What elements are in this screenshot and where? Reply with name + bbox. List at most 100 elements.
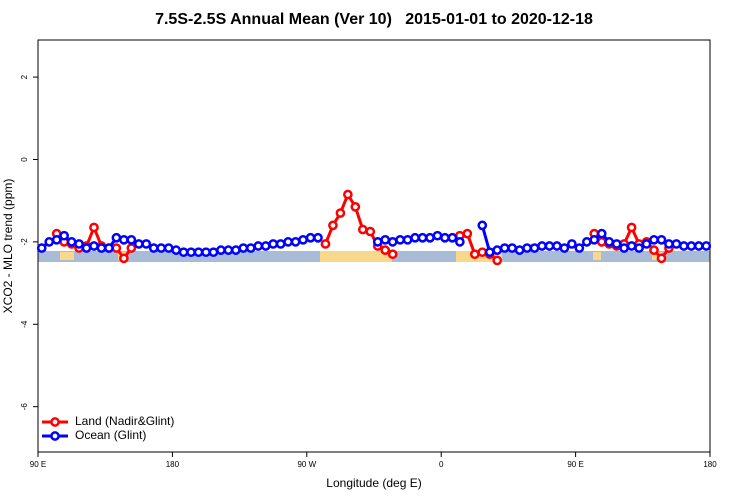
point: [596, 228, 607, 239]
point: [81, 243, 92, 253]
y-tick-label: 2: [20, 74, 29, 79]
point: [671, 239, 682, 249]
point: [133, 239, 144, 249]
point: [216, 245, 226, 255]
point: [74, 239, 84, 249]
legend-label: Ocean (Glint): [75, 428, 146, 442]
point: [126, 243, 137, 253]
point: [231, 245, 241, 255]
point: [656, 253, 667, 264]
point: [514, 245, 525, 255]
point: [380, 234, 391, 245]
point: [693, 241, 704, 251]
point: [492, 255, 503, 266]
point: [335, 208, 346, 218]
point: [283, 237, 293, 247]
point: [245, 243, 256, 253]
y-tick-label: -6: [20, 403, 29, 411]
point: [455, 237, 465, 247]
point: [387, 249, 398, 260]
point: [238, 243, 249, 253]
point: [253, 241, 264, 251]
y-tick-label: -4: [20, 320, 29, 328]
point: [186, 247, 196, 258]
point: [559, 243, 570, 253]
x-tick-label: 0: [439, 460, 444, 469]
point: [544, 241, 555, 251]
point: [507, 243, 517, 253]
point: [634, 243, 644, 253]
point: [126, 234, 137, 245]
point: [59, 230, 69, 241]
point: [656, 234, 667, 245]
x-tick-label: 90 E: [567, 460, 583, 469]
y-tick-label: 0: [20, 157, 29, 162]
point: [148, 243, 159, 253]
legend-label: Land (Nadir&Glint): [75, 414, 174, 428]
point: [343, 189, 353, 200]
point: [417, 232, 428, 243]
x-tick-label: 90 W: [297, 460, 316, 469]
point: [552, 241, 562, 251]
point: [581, 237, 592, 247]
point: [208, 247, 219, 258]
point: [402, 234, 413, 245]
point: [499, 243, 510, 253]
legend-marker: [50, 417, 60, 427]
point: [298, 234, 308, 245]
point: [365, 226, 376, 237]
point: [522, 243, 532, 253]
point: [440, 232, 450, 243]
point: [462, 228, 473, 239]
point: [664, 239, 674, 249]
point: [619, 243, 629, 253]
point: [313, 232, 323, 243]
point: [171, 245, 181, 255]
point: [484, 247, 495, 258]
y-tick-label: -2: [20, 238, 29, 246]
point: [372, 237, 383, 247]
point: [350, 202, 361, 212]
point: [477, 220, 488, 231]
point: [529, 243, 540, 253]
point: [260, 241, 271, 251]
x-axis-label: Longitude (deg E): [326, 476, 421, 490]
point: [357, 224, 368, 235]
point: [469, 249, 480, 260]
chart-title: 7.5S-2.5S Annual Mean (Ver 10) 2015-01-0…: [155, 11, 593, 28]
point: [641, 239, 652, 249]
point: [328, 220, 338, 231]
point: [51, 234, 62, 245]
legend-marker: [50, 431, 60, 441]
point: [89, 241, 99, 251]
point: [626, 222, 637, 233]
point: [395, 234, 405, 245]
point: [679, 241, 689, 251]
point: [305, 232, 316, 243]
point: [104, 243, 114, 253]
point: [649, 245, 659, 255]
point: [290, 237, 301, 247]
point: [268, 239, 279, 249]
point: [111, 232, 122, 243]
y-axis-label: XCO2 - MLO trend (ppm): [1, 179, 15, 314]
point: [432, 230, 443, 241]
point: [380, 245, 391, 255]
point: [320, 239, 331, 249]
point: [537, 241, 547, 251]
point: [589, 234, 600, 245]
point: [649, 234, 659, 245]
x-tick-label: 180: [166, 460, 180, 469]
point: [477, 247, 488, 258]
x-tick-label: 90 E: [30, 460, 46, 469]
point: [44, 237, 55, 247]
point: [163, 243, 174, 253]
point: [611, 239, 622, 249]
point: [447, 232, 458, 243]
point: [223, 245, 234, 255]
x-tick-label: 180: [703, 460, 717, 469]
point: [567, 239, 577, 249]
point: [604, 237, 615, 247]
point: [119, 234, 129, 245]
point: [686, 241, 697, 251]
